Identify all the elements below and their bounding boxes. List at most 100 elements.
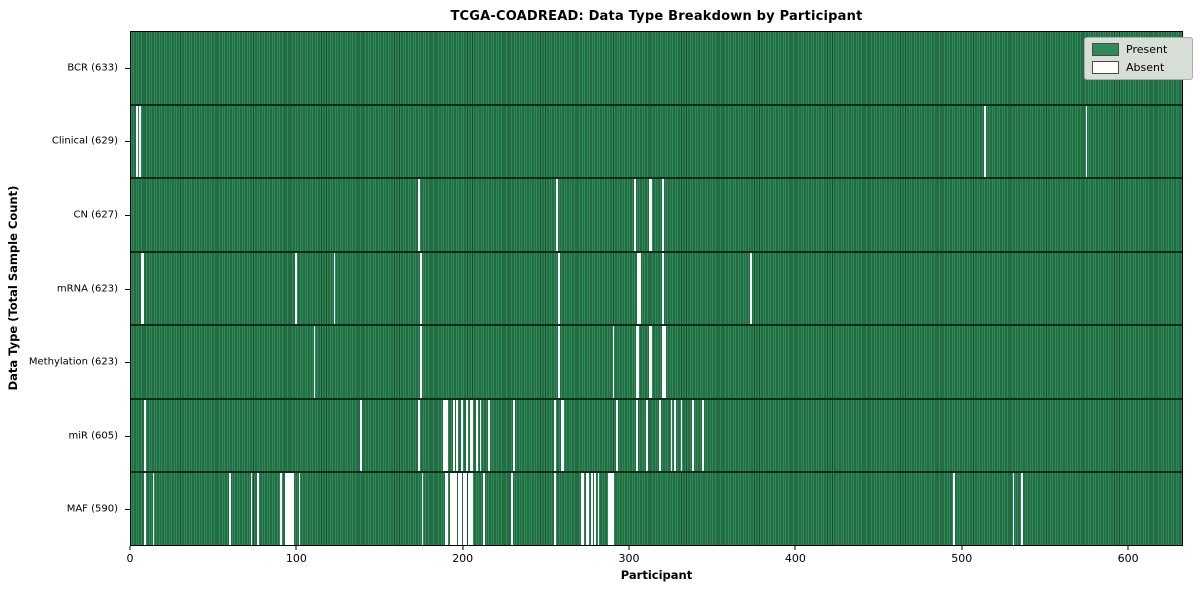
absent-stripe [645,399,648,472]
absent-stripe [487,399,490,472]
absent-stripe [446,399,449,472]
y-tick-mark [125,67,130,69]
heatmap-row-MAF [131,473,1182,546]
absent-stripe [419,252,422,325]
absent-stripe [228,473,231,546]
x-tick: 0 [127,546,134,565]
x-tick-mark [794,546,796,550]
y-tick-mark [125,214,130,216]
absent-stripe [612,473,615,546]
absent-stripe [139,105,142,178]
absent-stripe [670,399,673,472]
absent-stripe [650,326,653,398]
absent-stripe [597,473,600,546]
absent-stripe [135,105,138,178]
x-tick-mark [628,546,630,550]
absent-stripe [702,399,704,472]
legend: Present Absent [1084,37,1193,80]
absent-stripe [649,326,651,398]
x-tick: 400 [785,546,806,565]
absent-stripe [446,473,449,546]
heatmap-row-Clinical [131,105,1182,180]
chart-title: TCGA-COADREAD: Data Type Breakdown by Pa… [450,9,863,24]
absent-stripe [649,179,651,251]
absent-stripe [456,399,459,472]
absent-stripe [673,399,676,472]
y-tick-label: MAF (590) [66,503,118,515]
absent-stripe [419,326,422,398]
x-tick: 600 [1118,546,1139,565]
absent-stripe [610,473,613,546]
absent-stripe [562,399,565,472]
absent-stripe [140,252,143,325]
x-tick-label: 600 [1117,552,1139,565]
absent-stripe [585,473,588,546]
absent-stripe [468,473,470,546]
heatmap-row-BCR [131,32,1182,106]
absent-stripe [557,252,560,325]
absent-stripe [333,252,336,325]
absent-stripe [658,399,661,472]
absent-stripe [511,473,514,546]
legend-label-absent: Absent [1126,61,1165,74]
absent-stripe [554,399,557,472]
absent-stripe [250,473,253,546]
absent-stripe [612,326,615,398]
absent-stripe [512,399,515,472]
y-tick-mark [125,288,130,290]
heatmap-row-miR [131,399,1182,474]
absent-stripe [554,473,557,546]
absent-stripe [609,473,611,546]
absent-stripe [464,473,467,546]
absent-stripe [444,473,447,546]
absent-stripe [144,473,147,546]
x-tick-label: 0 [126,552,134,565]
x-axis: 0 100 200 300 400 500 600 [127,546,1183,568]
absent-stripe [590,473,593,546]
absent-stripe [615,399,618,472]
heatmap-row-Methylation [131,326,1182,400]
absent-stripe [635,399,638,472]
absent-stripe [662,179,665,251]
absent-stripe [680,399,683,472]
legend-item-present: Present [1092,43,1184,56]
absent-stripe [482,473,485,546]
absent-stripe [421,473,424,546]
absent-stripe [360,399,362,472]
present-swatch [1092,43,1119,56]
x-axis-label: Participant [620,568,693,582]
x-tick-label: 400 [784,552,806,565]
absent-stripe [313,326,316,398]
absent-stripe [257,473,259,546]
absent-stripe [587,473,590,546]
absent-stripe [637,252,640,325]
absent-stripe [451,473,454,546]
absent-stripe [458,473,460,546]
x-tick: 100 [286,546,307,565]
x-tick: 300 [619,546,640,565]
x-tick-mark [129,546,131,550]
x-tick-mark [1127,546,1129,550]
absent-stripe [290,473,293,546]
y-tick-label: BCR (633) [67,62,118,74]
absent-stripe [594,473,597,546]
legend-label-present: Present [1126,43,1168,56]
heatmap-row-CN [131,179,1182,253]
absent-stripe [295,252,298,325]
absent-stripe [463,473,465,546]
absent-stripe [692,399,694,472]
absent-stripe [298,473,301,546]
absent-stripe [556,179,558,251]
x-tick-label: 100 [285,552,307,565]
absent-stripe [469,473,472,546]
y-tick-mark [125,509,130,511]
absent-stripe [634,179,636,251]
x-tick-mark [961,546,963,550]
y-tick-label: mRNA (623) [56,283,118,294]
absent-stripe [635,326,638,398]
absent-stripe [662,326,665,398]
absent-stripe [287,473,289,546]
legend-item-absent: Absent [1092,61,1184,74]
absent-stripe [453,399,455,472]
